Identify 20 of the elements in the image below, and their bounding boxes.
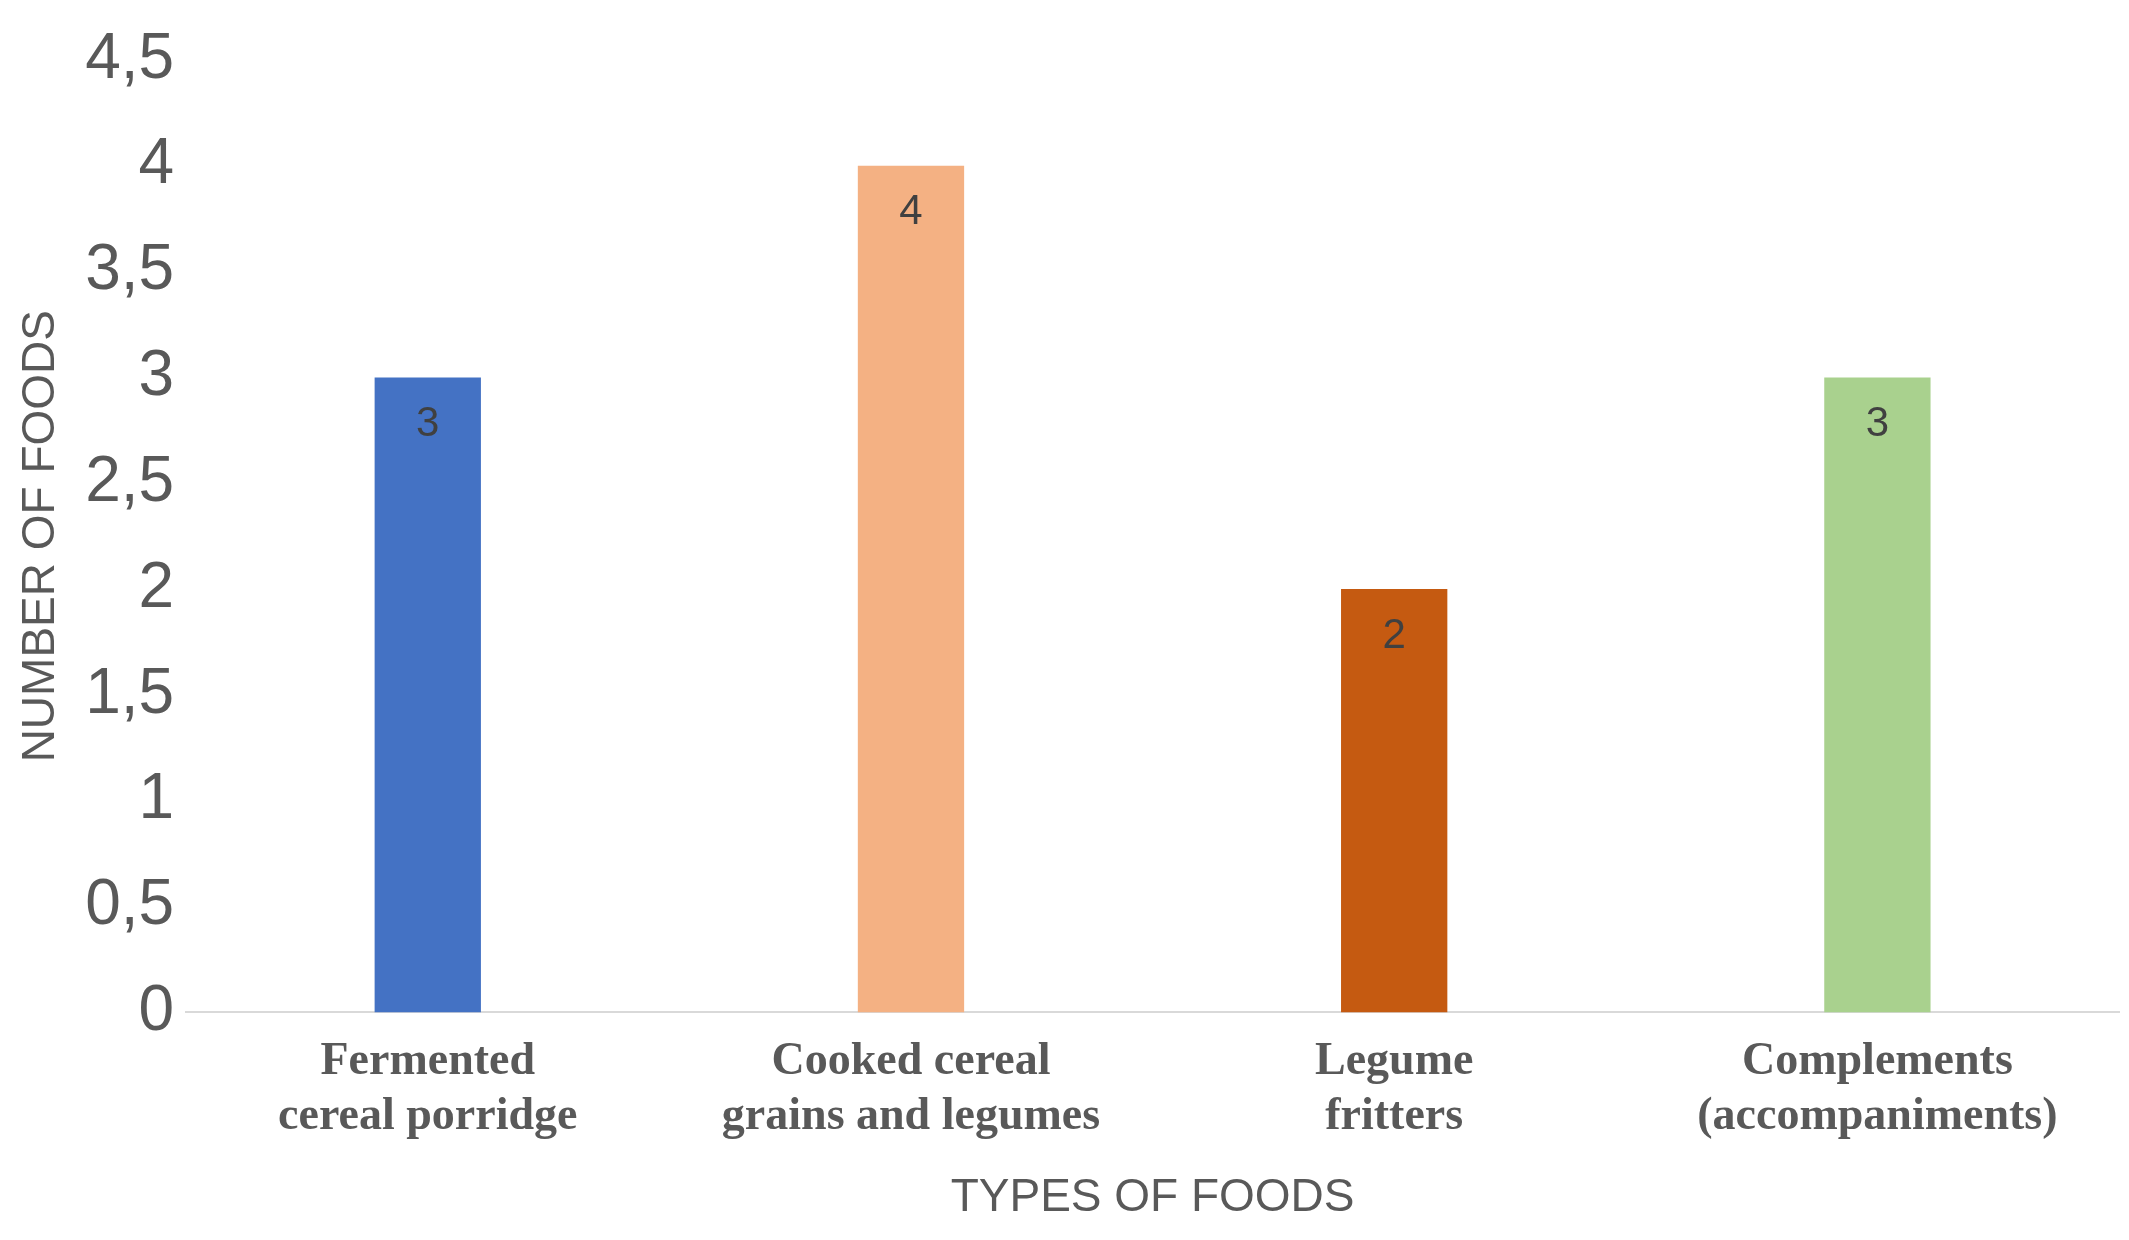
y-tick-label: 1,5 [85,654,175,727]
y-tick-label: 1 [138,760,175,833]
data-label: 4 [899,186,923,234]
y-tick-label: 3 [138,337,175,410]
y-tick-label: 4,5 [85,19,175,92]
x-tick-label: Fermented cereal porridge [278,1032,578,1140]
y-tick-label: 3,5 [85,231,175,304]
y-tick-label: 4 [138,125,175,198]
y-tick-label: 0 [138,972,175,1045]
data-label: 3 [416,398,440,446]
y-axis-title: NUMBER OF FOODS [12,310,65,763]
y-tick-label: 2,5 [85,442,175,515]
data-label: 2 [1382,609,1406,657]
x-axis-title: TYPES OF FOODS [950,1169,1355,1222]
x-tick-label: Legume fritters [1314,1032,1474,1140]
data-label: 3 [1865,398,1890,446]
x-tick-label: Complements (accompaniments) [1697,1032,2058,1140]
y-tick-label: 2 [138,548,175,621]
x-tick-label: Cooked cereal grains and legumes [721,1032,1101,1140]
y-tick-label: 0,5 [85,866,175,939]
